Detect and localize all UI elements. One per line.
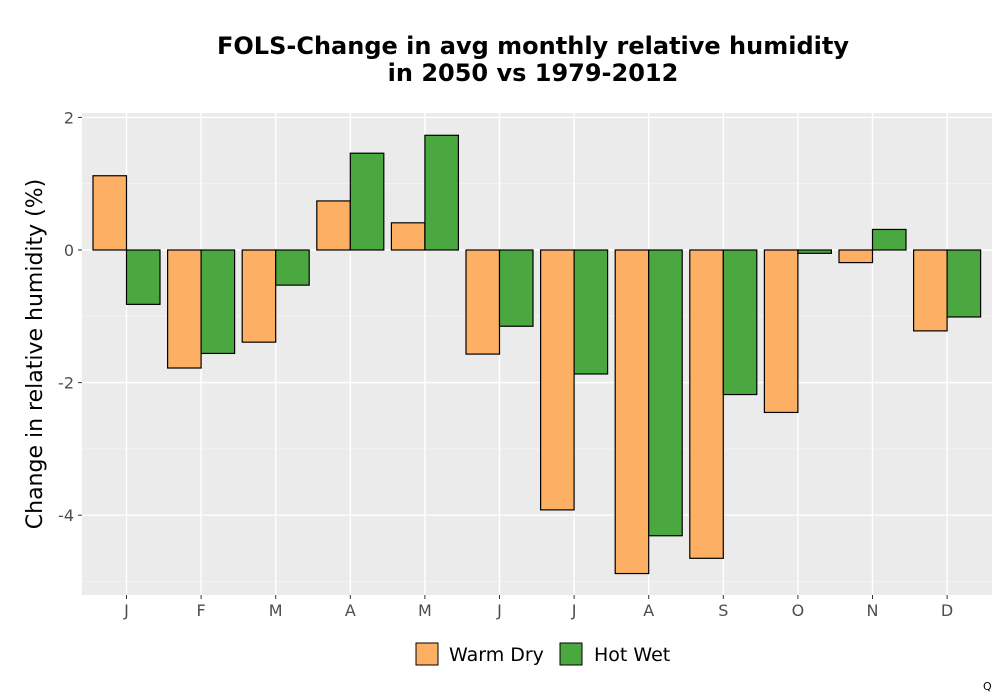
legend-label-warm-dry: Warm Dry [449,644,544,666]
y-axis-label: Change in relative humidity (%) [23,179,48,529]
bar-warm-dry-5 [465,249,501,355]
x-tick-label: S [718,601,728,620]
bar-hot-wet-1 [200,249,236,355]
bars [92,134,982,575]
bar-hot-wet-9 [797,249,833,254]
y-tick-label: -2 [58,374,74,393]
y-tick-label: -4 [58,506,74,525]
corner-mark: Q [983,680,992,693]
x-tick-label: A [643,601,654,620]
bar-hot-wet-11 [946,249,982,318]
bar-warm-dry-9 [763,249,799,414]
bar-hot-wet-0 [125,249,161,305]
x-tick-label: N [867,601,879,620]
x-tick-label: J [571,601,577,620]
x-tick-label: J [496,601,502,620]
bar-hot-wet-4 [424,134,459,251]
bar-warm-dry-10 [838,249,874,264]
legend-swatch-hot-wet [559,642,583,666]
bar-warm-dry-4 [390,222,426,251]
legend-swatch-warm-dry [415,642,439,666]
x-tick-label: A [345,601,356,620]
bar-hot-wet-5 [498,249,534,327]
bar-warm-dry-3 [316,200,351,251]
chart-title-line-2: in 2050 vs 1979-2012 [388,59,679,87]
legend: Warm Dry Hot Wet [415,642,670,666]
bar-warm-dry-7 [614,249,650,575]
chart-title-line-1: FOLS-Change in avg monthly relative humi… [217,32,849,60]
x-tick-label: O [792,601,805,620]
y-tick-label: 0 [64,241,74,260]
bar-warm-dry-6 [539,249,575,511]
x-tick-label: J [123,601,129,620]
x-tick-label: D [941,601,953,620]
legend-label-hot-wet: Hot Wet [594,644,670,666]
bar-warm-dry-11 [912,249,948,332]
bar-hot-wet-8 [722,249,758,396]
bar-hot-wet-6 [573,249,609,375]
y-tick-label: 2 [64,108,74,127]
bar-warm-dry-8 [689,249,724,559]
x-tick-label: F [196,601,205,620]
bar-warm-dry-1 [167,249,202,369]
x-tick-label: M [418,601,432,620]
bar-hot-wet-3 [349,152,385,251]
bar-warm-dry-2 [241,249,277,343]
bar-hot-wet-10 [871,228,907,251]
bar-hot-wet-7 [648,249,683,537]
x-tick-label: M [269,601,283,620]
bar-warm-dry-0 [92,175,128,251]
bar-hot-wet-2 [275,249,310,286]
y-axis: 2 0 -2 -4 [58,108,82,525]
